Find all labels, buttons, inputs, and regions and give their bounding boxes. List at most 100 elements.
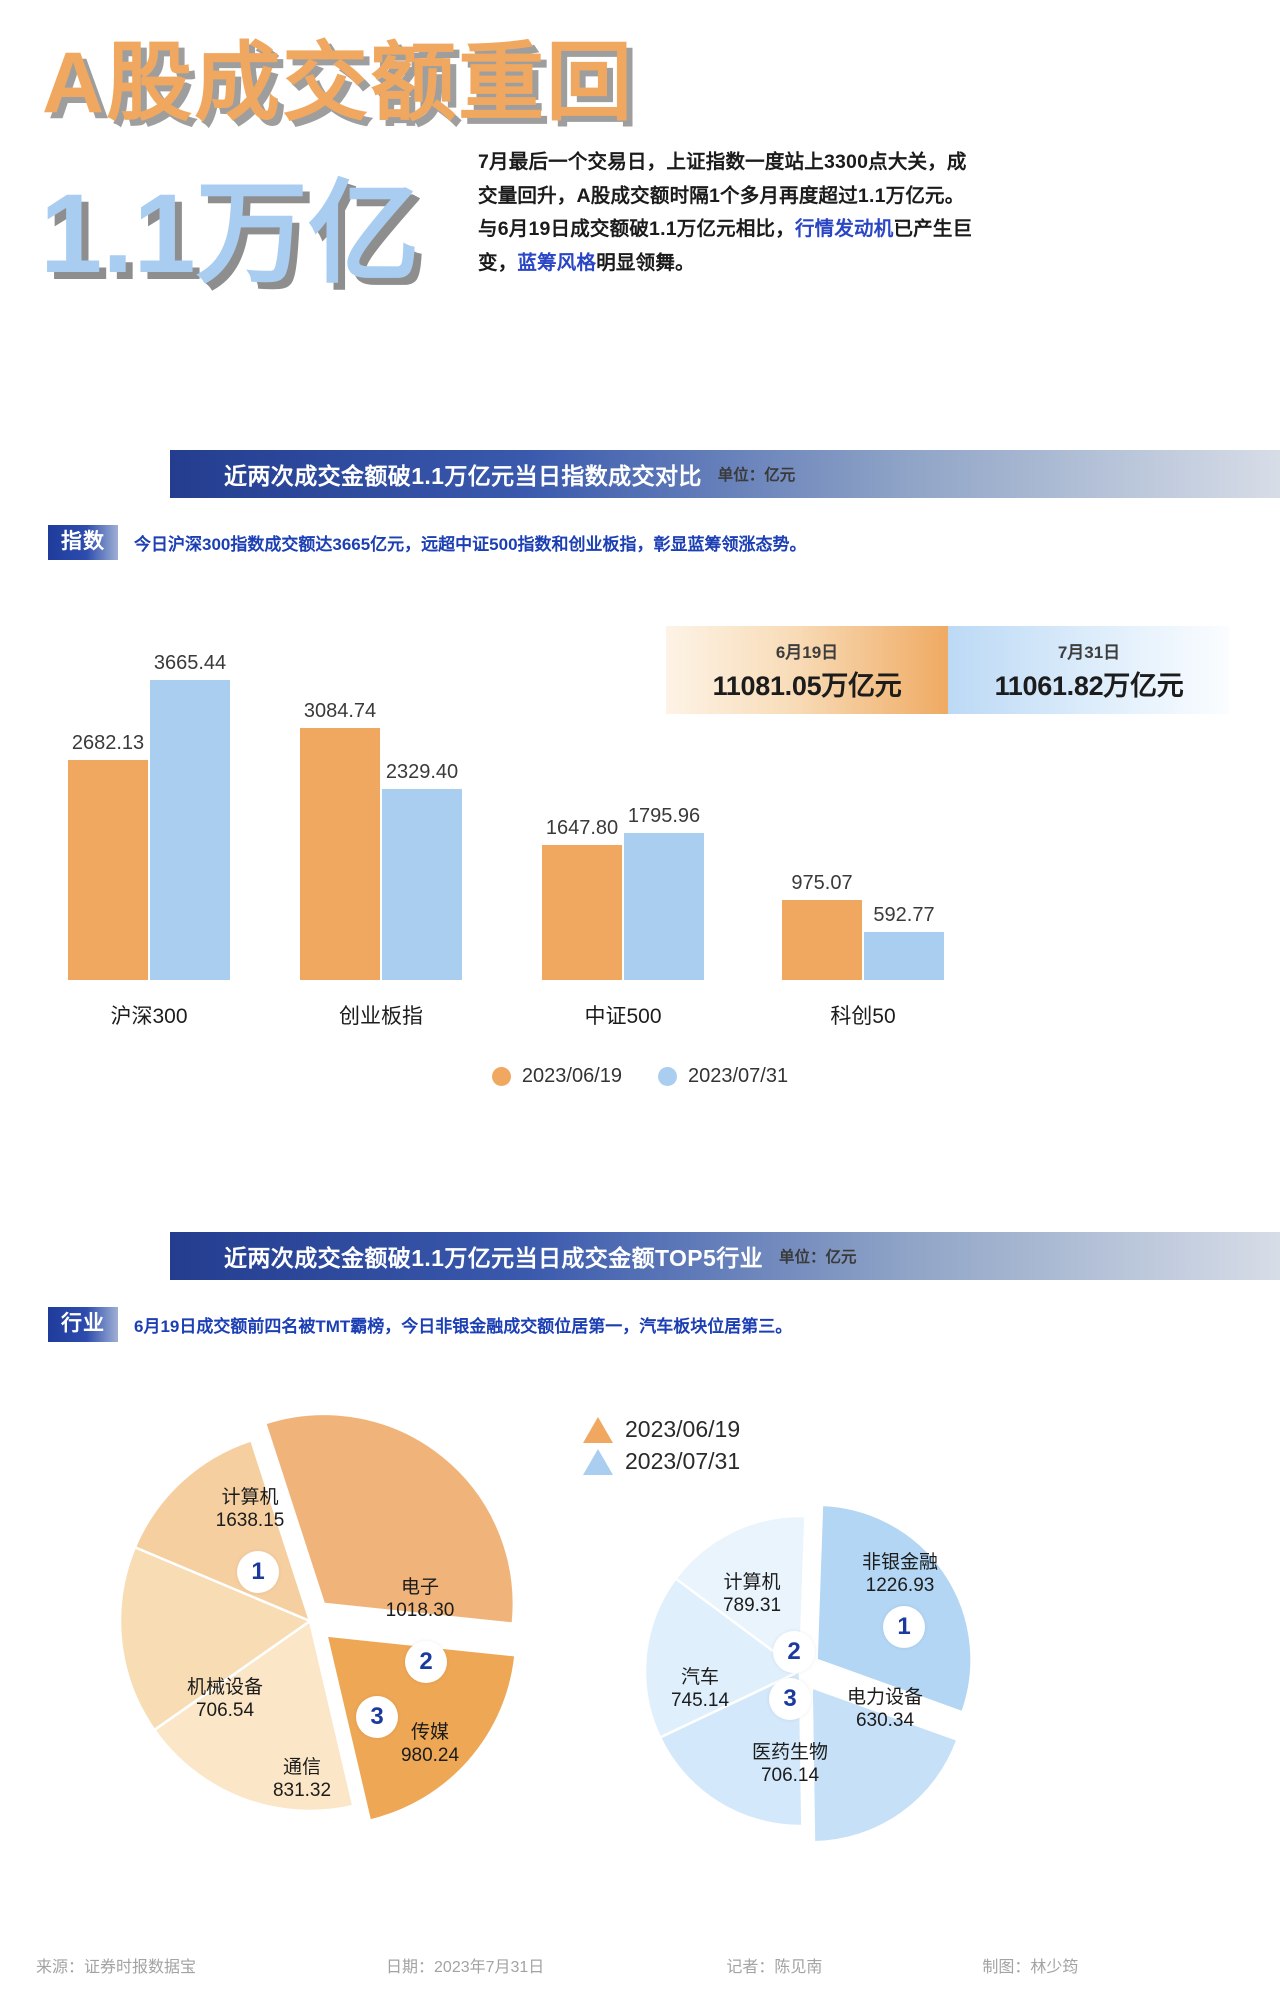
hero-paragraph-1: 7月最后一个交易日，上证指数一度站上3300点大关，成交量回升，A股成交额时隔1… <box>478 151 967 207</box>
pie-slice-value: 831.32 <box>272 1780 332 1802</box>
pie-legend-label-0: 2023/06/19 <box>625 1416 741 1442</box>
hero-paragraph-2: 与6月19日成交额破1.1万亿元相比，行情发动机已产生巨变，蓝筹风格明显领舞。 <box>478 213 978 280</box>
section2-subheader: 行业 6月19日成交额前四名被TMT霸榜，今日非银金融成交额位居第一，汽车板块位… <box>48 1307 793 1343</box>
pie-slice-医药生物 <box>643 1576 803 1740</box>
pie-slice-label-电子: 电子 1018.30 <box>350 1576 490 1622</box>
pie-slice-电子 <box>324 1634 517 1823</box>
pie-rank-badge-1: 1 <box>237 1551 279 1593</box>
hero-p2-highlight-2: 蓝筹风格 <box>517 251 597 274</box>
industry-top5-pie-charts: 2023/06/19 2023/07/31 计算机 1638.15 1 电子 1018.… <box>0 1366 1280 1866</box>
pie-rank-badge-2: 2 <box>405 1641 447 1683</box>
pie-slice-label-汽车: 汽车 745.14 <box>630 1666 770 1712</box>
bar-科创50-2023/06/19 <box>782 900 862 980</box>
totals-june-value: 11081.05万亿元 <box>712 670 902 701</box>
bar-value-label: 3665.44 <box>153 652 227 674</box>
section1-banner-title: 近两次成交金额破1.1万亿元当日指数成交对比 <box>224 463 702 489</box>
pie-slice-name: 计算机 <box>221 1487 279 1508</box>
pie-rank-badge-2: 2 <box>773 1631 815 1673</box>
pie-slice-name: 通信 <box>282 1757 321 1778</box>
index-turnover-bar-chart: 2682.13 3665.44 沪深300 3084.74 2329.40 创业板指 164… <box>0 588 1280 1098</box>
totals-july-value: 11061.82万亿元 <box>994 670 1184 701</box>
bar-category-label: 科创50 <box>830 1005 896 1028</box>
bar-沪深300-2023/07/31 <box>150 680 230 980</box>
pie-slice-传媒 <box>152 1618 355 1813</box>
pie-slice-label-非银金融: 非银金融 1226.93 <box>830 1551 970 1597</box>
hero-p2-pre: 与6月19日成交额破1.1万亿元相比， <box>478 218 795 241</box>
footer-date: 日期：2023年7月31日 <box>386 1959 545 1976</box>
hero-big-number: 1.1万亿 <box>40 171 420 296</box>
bar-value-label: 2682.13 <box>71 732 145 755</box>
bar-value-label: 3084.74 <box>303 699 377 722</box>
pie-slice-label-医药生物: 医药生物 706.14 <box>720 1741 860 1787</box>
section2-banner-unit: 单位：亿元 <box>779 1249 857 1266</box>
totals-cell-june: 6月19日 11081.05万亿元 <box>666 626 948 714</box>
bar-value-label: 1795.96 <box>627 805 701 828</box>
pie-chart-2 <box>643 1503 973 1844</box>
pie-slice-label-机械设备: 机械设备 706.54 <box>155 1676 295 1722</box>
bar-创业板指-2023/06/19 <box>300 727 380 980</box>
pie-slice-value: 745.14 <box>670 1690 730 1712</box>
pie-slice-name: 传媒 <box>410 1722 449 1743</box>
hero-p2-end: 明显领舞。 <box>596 251 695 274</box>
bar-legend-item-0: 2023/06/19 <box>491 1065 622 1088</box>
pie-slice-name: 计算机 <box>723 1572 781 1593</box>
totals-cell-july: 7月31日 11061.82万亿元 <box>948 626 1230 714</box>
bar-value-label: 592.77 <box>873 903 935 926</box>
pie-legend-item-0: 2023/06/19 <box>583 1416 740 1443</box>
legend-dot-icon-orange <box>491 1067 511 1086</box>
pie-chart-1 <box>118 1412 517 1823</box>
pie-slice-计算机 <box>263 1412 516 1626</box>
section1-banner-unit: 单位：亿元 <box>717 467 796 484</box>
section1-subheader: 指数 今日沪深300指数成交额达3665亿元，远超中证500指数和创业板指，彰显… <box>48 525 807 561</box>
hero-title: A股成交额重回 <box>42 35 635 131</box>
totals-july-date: 7月31日 <box>1057 642 1121 662</box>
footer-reporter: 记者：陈见南 <box>726 1959 823 1976</box>
bar-category-label: 创业板指 <box>339 1005 423 1028</box>
pie-slice-value: 1226.93 <box>865 1575 935 1597</box>
pie-slice-name: 非银金融 <box>861 1552 938 1573</box>
bar-科创50-2023/07/31 <box>864 931 944 980</box>
section2-tag: 行业 <box>48 1307 118 1343</box>
pie-slice-通信 <box>118 1545 313 1732</box>
section2-tag-text: 6月19日成交额前四名被TMT霸榜，今日非银金融成交额位居第一，汽车板块位居第三… <box>134 1317 793 1337</box>
pie-slice-name: 机械设备 <box>186 1677 263 1698</box>
pie-slice-计算机 <box>810 1685 960 1844</box>
footer-source: 来源：证券时报数据宝 <box>36 1959 197 1976</box>
section2-banner-title: 近两次成交金额破1.1万亿元当日成交金额TOP5行业 <box>224 1245 764 1271</box>
pie-slice-value: 706.54 <box>195 1700 255 1722</box>
section2-banner: 近两次成交金额破1.1万亿元当日成交金额TOP5行业 单位：亿元 <box>170 1232 1280 1280</box>
pie-slice-name: 电力设备 <box>846 1687 923 1708</box>
pie-rank-badge-1: 1 <box>883 1606 925 1648</box>
hero-p2-mid: 已产生巨变， <box>478 218 973 274</box>
triangle-icon-orange <box>583 1416 613 1443</box>
hero-p2-highlight-1: 行情发动机 <box>794 218 894 241</box>
pie-rank-badge-3: 3 <box>769 1678 811 1720</box>
bar-category-label: 中证500 <box>584 1005 662 1028</box>
totals-june-date: 6月19日 <box>775 642 839 662</box>
pie-slice-汽车 <box>658 1669 804 1828</box>
bar-chart-legend: 2023/06/19 2023/07/31 <box>0 1065 1280 1088</box>
pie-slice-value: 1018.30 <box>385 1600 455 1622</box>
bar-value-label: 1647.80 <box>545 817 619 840</box>
pie-slice-value: 630.34 <box>855 1710 915 1732</box>
pie-rank-badge-3: 3 <box>356 1696 398 1738</box>
bar-创业板指-2023/07/31 <box>382 789 462 980</box>
bar-沪深300-2023/06/19 <box>68 760 148 980</box>
footer: 来源：证券时报数据宝 日期：2023年7月31日 记者：陈见南 制图：林少筠 <box>0 1953 1280 1977</box>
bar-中证500-2023/07/31 <box>624 833 704 980</box>
triangle-icon-blue <box>583 1448 613 1475</box>
pie-slice-label-计算机: 计算机 789.31 <box>682 1571 822 1617</box>
pie-slice-name: 医药生物 <box>751 1742 828 1763</box>
section1-tag-text: 今日沪深300指数成交额达3665亿元，远超中证500指数和创业板指，彰显蓝筹领… <box>134 535 807 555</box>
pie-slice-value: 1638.15 <box>215 1510 285 1532</box>
pie-slice-label-传媒: 传媒 980.24 <box>360 1721 500 1767</box>
pie-slice-label-通信: 通信 831.32 <box>232 1756 372 1802</box>
bar-legend-item-1: 2023/07/31 <box>658 1065 788 1088</box>
bar-legend-label-1: 2023/07/31 <box>688 1065 789 1087</box>
pie-chart-legend: 2023/06/19 2023/07/31 <box>583 1416 740 1480</box>
section1-banner: 近两次成交金额破1.1万亿元当日指数成交对比 单位：亿元 <box>170 450 1280 498</box>
pie-slice-label-计算机: 计算机 1638.15 <box>180 1486 320 1532</box>
pie-slice-value: 706.14 <box>760 1765 820 1787</box>
pie-slice-value: 789.31 <box>722 1595 782 1617</box>
